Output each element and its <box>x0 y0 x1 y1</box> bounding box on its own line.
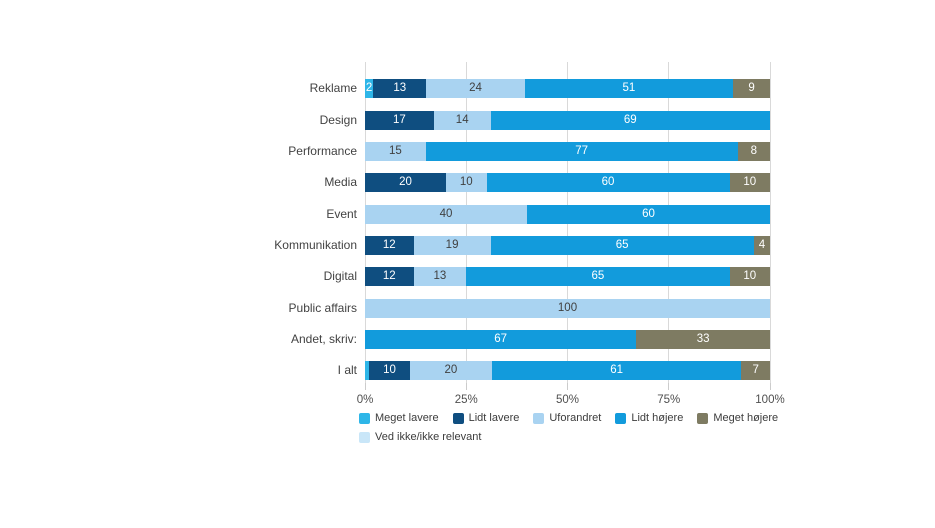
x-axis-tick-label: 50% <box>555 394 580 406</box>
bar-segment[interactable]: 100 <box>365 298 770 318</box>
bar-segment[interactable]: 61 <box>491 361 742 381</box>
bar-segment[interactable]: 10 <box>369 361 410 381</box>
category-label: Performance <box>288 143 357 158</box>
legend-item: Meget lavere <box>359 412 439 425</box>
bar-segment[interactable]: 13 <box>373 79 427 99</box>
x-axis-tick <box>364 383 366 390</box>
legend: Meget lavere Lidt lavere Uforandret Lidt hø… <box>359 412 789 450</box>
x-axis: 0% 25% 50% 75% 100% <box>357 383 785 415</box>
category-label: Design <box>319 112 357 127</box>
bar-segment[interactable]: 24 <box>426 79 525 99</box>
legend-label: Lidt lavere <box>468 412 520 424</box>
category-label: Andet, skriv: <box>290 331 357 346</box>
legend-item: Ved ikke/ikke relevant <box>359 431 481 444</box>
bar-segment[interactable]: 20 <box>365 173 446 193</box>
legend-swatch-icon <box>697 413 709 424</box>
x-axis-tick-label: 75% <box>657 394 681 406</box>
bar-row: 20 10 60 10 <box>365 173 770 193</box>
x-axis-tick <box>567 383 568 390</box>
bar-segment[interactable]: 4 <box>753 235 770 255</box>
bar-row: 100 <box>365 298 770 318</box>
legend-item: Lidt højere <box>615 412 683 425</box>
bar-segment[interactable]: 20 <box>410 361 492 381</box>
legend-label: Uforandret <box>549 412 602 424</box>
bar-row: 12 19 65 4 <box>365 235 770 255</box>
bar-segment[interactable]: 14 <box>433 110 491 130</box>
bar-segment[interactable]: 10 <box>446 173 487 193</box>
bar-row: 2 13 24 51 9 <box>365 79 771 99</box>
legend-item: Meget højere <box>697 412 778 425</box>
bar-segment[interactable]: 19 <box>413 235 491 255</box>
category-label: Reklame <box>309 81 357 96</box>
legend-label: Ved ikke/ikke relevant <box>375 431 482 443</box>
bar-segment[interactable]: 77 <box>425 141 738 161</box>
legend-label: Lidt højere <box>631 412 684 424</box>
x-axis-tick <box>668 383 670 390</box>
bar-segment[interactable]: 67 <box>365 329 637 349</box>
bar-segment[interactable]: 9 <box>733 79 771 99</box>
bar-segment[interactable]: 51 <box>524 79 734 99</box>
legend-swatch-icon <box>359 413 370 424</box>
legend-swatch-icon <box>452 413 464 424</box>
bar-segment[interactable] <box>365 361 370 381</box>
legend-item: Lidt lavere <box>452 412 520 425</box>
bar-segment[interactable]: 60 <box>527 204 770 224</box>
legend-swatch-icon <box>615 413 627 424</box>
bar-row: 17 14 69 <box>365 110 770 130</box>
bar-row: 67 33 <box>365 329 770 349</box>
bar-segment[interactable]: 65 <box>490 235 754 255</box>
bar-segment[interactable]: 40 <box>365 204 527 224</box>
legend-swatch-icon <box>533 413 545 424</box>
legend-item: Uforandret <box>533 412 601 425</box>
x-axis-tick <box>769 383 771 390</box>
category-label: Digital <box>323 269 357 284</box>
category-label: Public affairs <box>288 300 357 315</box>
gridline <box>769 62 771 383</box>
bar-segment[interactable]: 15 <box>365 141 426 161</box>
legend-row: Meget lavere Lidt lavere Uforandret Lidt hø… <box>359 412 789 425</box>
bar-segment[interactable]: 13 <box>413 267 467 287</box>
category-label-column: Reklame Design Performance Media Event Kommun… <box>178 62 357 383</box>
bar-segment[interactable]: 12 <box>365 235 414 255</box>
bar-segment[interactable]: 33 <box>636 329 770 349</box>
bar-segment[interactable]: 60 <box>486 173 730 193</box>
bar-segment[interactable]: 17 <box>365 110 434 130</box>
bar-row: 40 60 <box>365 204 770 224</box>
plot-area: 2 13 24 51 9 17 14 69 15 77 8 20 10 60 10 40 60 12 19 65 4 12… <box>364 62 771 383</box>
x-axis-tick-label: 100% <box>755 394 785 406</box>
bar-segment[interactable]: 2 <box>365 79 374 99</box>
bar-segment[interactable]: 10 <box>729 173 770 193</box>
category-label: Kommunikation <box>274 237 357 252</box>
bar-segment[interactable]: 12 <box>365 267 414 287</box>
bar-segment[interactable]: 8 <box>737 141 770 161</box>
bar-row: 12 13 65 10 <box>365 267 770 287</box>
category-label: I alt <box>337 363 357 378</box>
category-label: Event <box>326 206 357 221</box>
bar-segment[interactable]: 7 <box>741 361 770 381</box>
legend-row: Ved ikke/ikke relevant <box>359 431 789 444</box>
bar-row: 10 20 61 7 <box>365 361 770 381</box>
x-axis-tick-label: 0% <box>356 394 374 406</box>
bar-row: 15 77 8 <box>365 141 770 161</box>
legend-label: Meget lavere <box>375 412 439 424</box>
bar-segment[interactable]: 65 <box>466 267 730 287</box>
bar-segment[interactable]: 69 <box>490 110 770 130</box>
bar-segment[interactable]: 10 <box>729 267 770 287</box>
category-label: Media <box>324 175 357 190</box>
x-axis-tick <box>465 383 467 390</box>
legend-label: Meget højere <box>713 412 779 424</box>
legend-swatch-icon <box>359 432 370 443</box>
x-axis-tick-label: 25% <box>454 394 478 406</box>
